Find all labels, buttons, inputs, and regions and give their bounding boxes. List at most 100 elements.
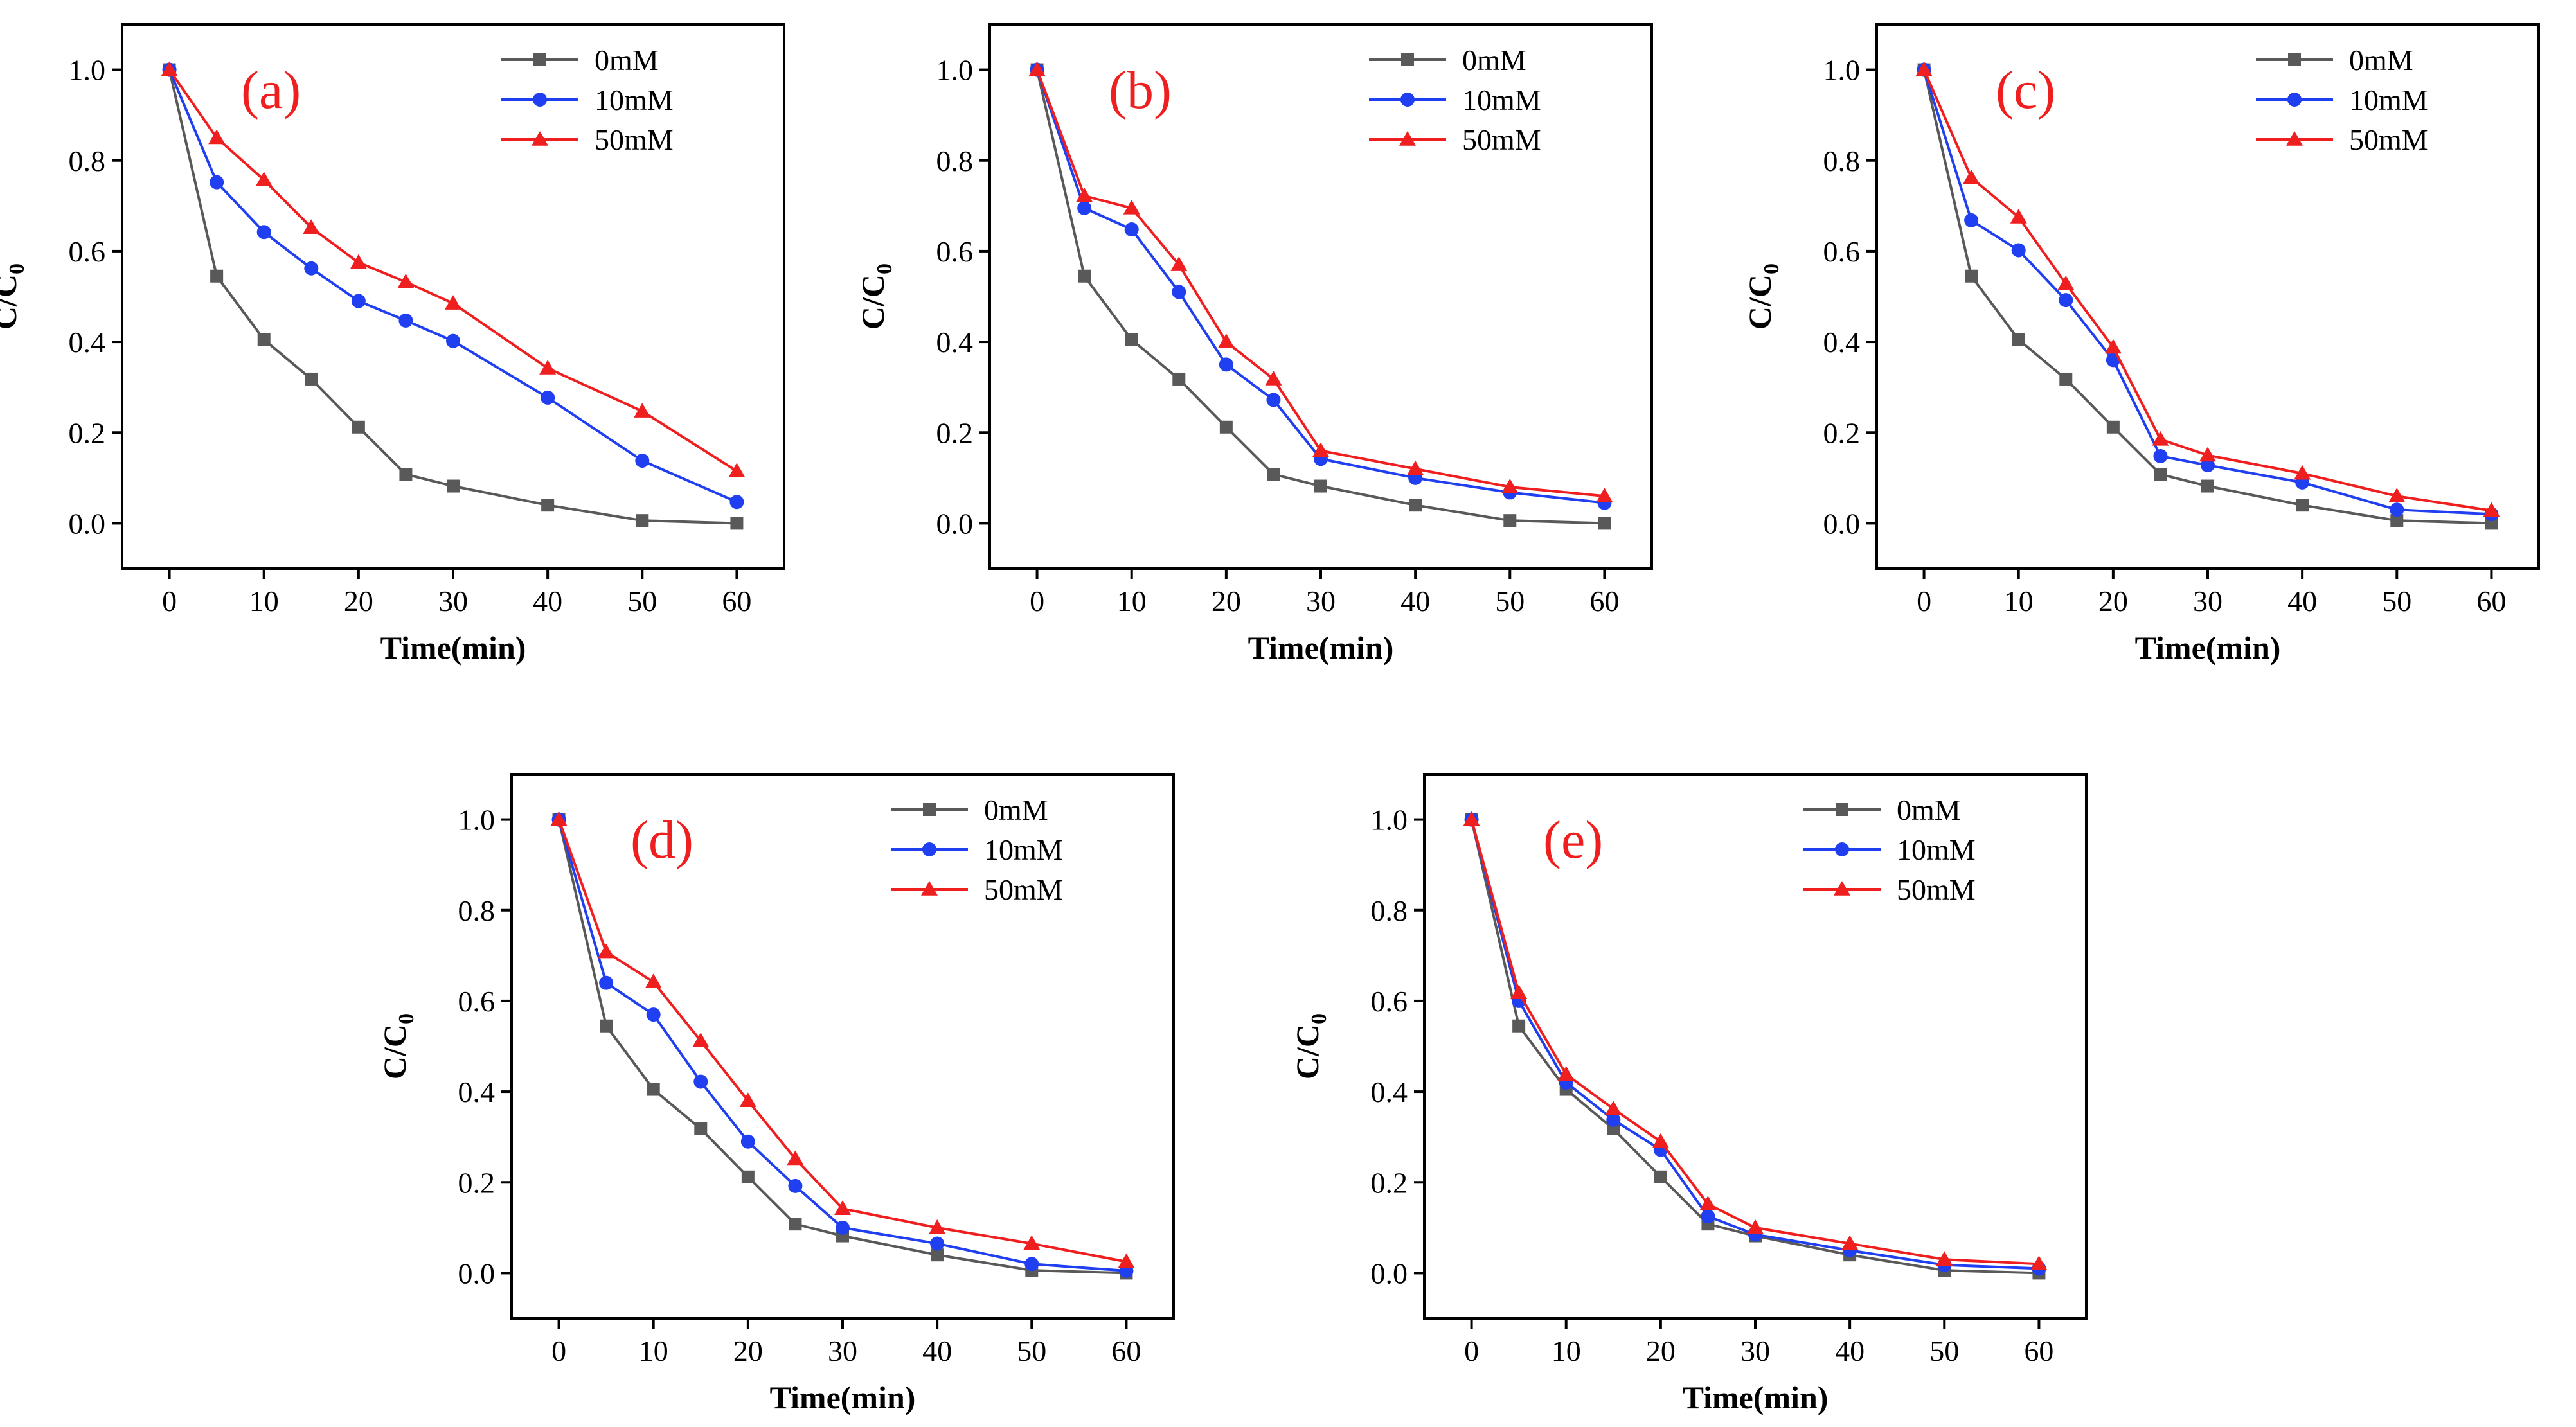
- x-tick-label: 40: [1400, 585, 1430, 617]
- y-tick-label: 0.2: [936, 416, 974, 449]
- legend-label-50mM: 50mM: [1462, 123, 1541, 156]
- x-axis-title: Time(min): [2135, 630, 2281, 666]
- x-tick-label: 50: [627, 585, 657, 617]
- legend-label-0mM: 0mM: [1462, 44, 1526, 76]
- data-point-50mM: [1217, 333, 1235, 348]
- y-tick-label: 0.8: [69, 145, 106, 177]
- y-axis-title-main: C/C: [377, 1024, 413, 1079]
- data-point-50mM: [1596, 488, 1613, 502]
- legend-marker-0mM: [1836, 803, 1848, 816]
- data-point-50mM: [1557, 1066, 1575, 1081]
- x-tick-label: 50: [2382, 585, 2411, 617]
- data-point-50mM: [1076, 187, 1093, 202]
- y-tick-label: 0.6: [936, 235, 974, 268]
- series-line-0mM: [1922, 69, 2492, 525]
- x-tick-label: 60: [1111, 1334, 1141, 1367]
- legend-marker-50mM: [1834, 881, 1850, 896]
- data-point-10mM: [1219, 357, 1233, 372]
- data-point-0mM: [2296, 499, 2309, 512]
- data-point-10mM: [740, 1134, 755, 1149]
- y-tick-label: 0.8: [1823, 145, 1861, 177]
- x-tick-label: 60: [2024, 1334, 2053, 1367]
- data-point-0mM: [1503, 514, 1517, 527]
- legend-label-50mM: 50mM: [1897, 873, 1976, 906]
- legend-label-0mM: 0mM: [595, 44, 659, 76]
- legend-label-10mM: 10mM: [595, 84, 674, 116]
- data-point-10mM: [1266, 393, 1281, 407]
- y-axis-title-main: C/C: [0, 274, 23, 330]
- legend-label-10mM: 10mM: [2349, 84, 2428, 116]
- data-point-10mM: [1701, 1209, 1715, 1224]
- y-axis-title-subscript: 0: [1307, 1013, 1331, 1024]
- data-point-50mM: [728, 463, 746, 477]
- y-tick-label: 0.6: [69, 235, 106, 268]
- y-tick-label: 1.0: [936, 54, 974, 87]
- data-point-0mM: [1654, 1170, 1667, 1183]
- x-tick-label: 0: [1464, 1334, 1479, 1367]
- data-point-50mM: [929, 1219, 946, 1234]
- data-point-50mM: [1123, 199, 1140, 215]
- data-point-10mM: [2201, 458, 2215, 473]
- series-line-50mM: [1035, 69, 1605, 498]
- series-line-10mM: [1922, 69, 2492, 516]
- data-point-10mM: [1124, 222, 1139, 237]
- data-point-10mM: [729, 495, 744, 510]
- x-tick-label: 10: [249, 585, 279, 617]
- x-tick-label: 10: [1552, 1334, 1581, 1367]
- x-tick-label: 20: [344, 585, 373, 617]
- data-point-10mM: [836, 1220, 850, 1235]
- x-tick-label: 10: [2004, 585, 2034, 617]
- y-tick-label: 0.0: [1823, 507, 1861, 540]
- data-point-10mM: [1024, 1257, 1039, 1272]
- y-tick-label: 0.2: [69, 416, 106, 449]
- data-point-50mM: [1915, 61, 1933, 76]
- series-line-50mM: [557, 819, 1127, 1263]
- data-point-50mM: [1605, 1100, 1622, 1115]
- data-point-50mM: [1841, 1235, 1859, 1250]
- x-axis-title: Time(min): [380, 630, 526, 666]
- data-point-0mM: [1598, 517, 1611, 530]
- data-point-50mM: [539, 360, 557, 375]
- series-line-0mM: [557, 819, 1127, 1275]
- x-axis-title: Time(min): [1248, 630, 1394, 666]
- data-point-0mM: [2154, 468, 2167, 481]
- y-tick-label: 0.6: [1371, 985, 1408, 1018]
- panel-label: (c): [1996, 60, 2055, 120]
- y-axis-title-subscript: 0: [1760, 263, 1784, 274]
- data-point-10mM: [351, 294, 366, 308]
- x-tick-label: 30: [1740, 1334, 1770, 1367]
- x-tick-label: 30: [438, 585, 468, 617]
- y-axis-title: C/C0: [1742, 263, 1784, 330]
- data-point-0mM: [1172, 372, 1186, 386]
- data-point-0mM: [2106, 420, 2120, 434]
- data-point-10mM: [1077, 200, 1092, 215]
- data-point-0mM: [305, 372, 318, 386]
- data-point-50mM: [1747, 1219, 1764, 1234]
- y-axis-title-subscript: 0: [5, 263, 29, 274]
- data-point-0mM: [789, 1218, 802, 1231]
- y-tick-label: 1.0: [69, 54, 106, 87]
- y-tick-label: 1.0: [1823, 54, 1861, 87]
- x-tick-label: 0: [551, 1334, 566, 1367]
- y-tick-label: 0.0: [1371, 1257, 1408, 1290]
- data-point-50mM: [1963, 169, 1980, 184]
- data-point-50mM: [2010, 208, 2027, 224]
- y-tick-label: 0.6: [458, 985, 496, 1018]
- x-tick-label: 30: [2193, 585, 2223, 617]
- data-point-50mM: [2057, 275, 2075, 290]
- legend-marker-0mM: [533, 53, 546, 66]
- y-axis-title-subscript: 0: [873, 263, 897, 274]
- x-tick-label: 60: [2476, 585, 2506, 617]
- data-point-10mM: [788, 1178, 803, 1193]
- data-point-50mM: [1936, 1251, 1953, 1266]
- data-point-10mM: [398, 313, 413, 328]
- y-tick-label: 0.4: [1823, 326, 1861, 359]
- y-tick-label: 0.4: [936, 326, 974, 359]
- data-point-0mM: [257, 333, 271, 346]
- legend-label-0mM: 0mM: [2349, 44, 2413, 76]
- data-point-50mM: [634, 403, 651, 418]
- panel-label: (a): [241, 60, 301, 120]
- series-line-0mM: [1035, 69, 1605, 525]
- y-tick-label: 0.2: [458, 1166, 496, 1199]
